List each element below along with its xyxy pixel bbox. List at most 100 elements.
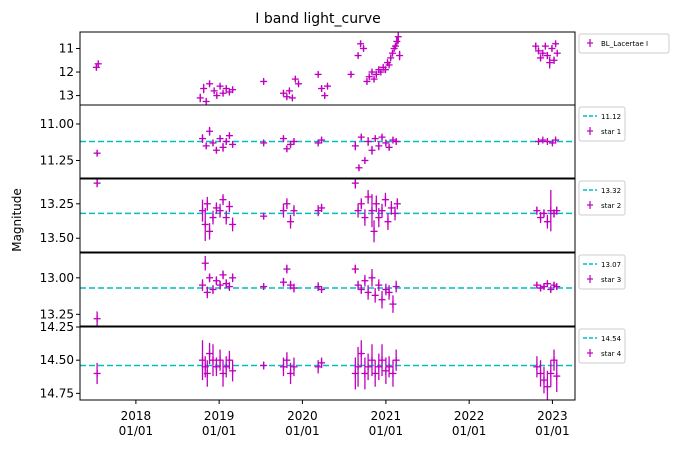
data-point — [357, 40, 365, 48]
data-point — [291, 75, 299, 83]
legend-series-label: star 4 — [601, 350, 622, 358]
data-point — [381, 66, 389, 74]
data-point — [546, 56, 554, 69]
data-point — [364, 285, 372, 300]
x-tick-label-date: 01/01 — [535, 424, 570, 438]
data-point — [385, 356, 393, 378]
data-point — [206, 80, 214, 88]
x-tick-label-year: 2019 — [204, 409, 235, 423]
legend-3: 13.07 star 3 — [578, 254, 626, 290]
legend-2: 13.32 star 2 — [578, 180, 626, 216]
data-point — [279, 277, 287, 287]
data-point — [370, 220, 378, 243]
data-point — [535, 47, 543, 55]
data-point — [382, 357, 390, 385]
points-3 — [93, 255, 561, 326]
y-tick-label: 13.25 — [40, 197, 74, 211]
panel-frame-0 — [79, 31, 576, 106]
legend-ref-label: 14.54 — [601, 335, 622, 343]
data-point — [378, 344, 386, 377]
data-point — [219, 194, 227, 206]
data-point — [391, 42, 399, 50]
data-point — [370, 75, 378, 83]
data-point — [229, 360, 237, 382]
x-tick-label-date: 01/01 — [452, 424, 487, 438]
data-point — [532, 42, 540, 50]
data-point — [392, 138, 400, 145]
data-point — [288, 94, 296, 102]
data-point — [216, 280, 224, 290]
data-point — [539, 49, 547, 57]
panel-frame-4 — [79, 326, 576, 401]
points-0 — [92, 32, 561, 105]
data-point — [371, 360, 379, 387]
data-point — [93, 149, 101, 157]
data-point — [354, 203, 362, 218]
data-point — [392, 349, 400, 371]
data-point — [198, 134, 206, 143]
legend-series-label: star 3 — [601, 276, 621, 284]
legend-series-label: BL_Lacertae I — [601, 40, 648, 48]
data-point — [212, 202, 220, 214]
data-point — [212, 276, 220, 286]
data-point — [394, 32, 402, 44]
data-point — [201, 255, 209, 271]
data-point — [203, 360, 211, 387]
data-point — [260, 283, 268, 291]
data-point — [202, 97, 210, 105]
points-4 — [93, 340, 561, 400]
data-point — [206, 223, 214, 240]
data-point — [351, 264, 359, 274]
data-point — [382, 139, 390, 147]
data-point — [209, 344, 217, 377]
panel-4: 14.25 14.50 14.75 14.54 star 4 — [40, 320, 626, 401]
data-point — [539, 136, 547, 144]
data-point — [393, 36, 401, 47]
data-point — [537, 54, 545, 62]
data-point — [553, 49, 561, 57]
data-point — [347, 70, 355, 78]
data-point — [222, 356, 230, 378]
data-point — [200, 83, 208, 94]
data-point — [290, 138, 298, 145]
data-point — [206, 273, 214, 283]
data-point — [365, 73, 373, 81]
legend-series-label: star 1 — [601, 128, 621, 136]
points-2 — [93, 179, 561, 243]
legend-4: 14.54 star 4 — [578, 328, 626, 364]
panel-frame-3 — [79, 252, 576, 327]
data-point — [368, 68, 376, 76]
data-point — [377, 68, 385, 76]
data-point — [351, 141, 359, 151]
data-point — [314, 360, 322, 374]
data-point — [324, 82, 331, 90]
x-axis: 201801/01201901/01202001/01202101/012022… — [119, 400, 570, 438]
data-point — [279, 203, 287, 218]
data-point — [553, 360, 561, 393]
data-point — [229, 86, 237, 94]
data-point — [550, 56, 558, 64]
data-point — [543, 52, 551, 60]
data-point — [209, 139, 217, 147]
data-point — [543, 138, 551, 145]
data-point — [229, 140, 237, 148]
y-tick-label: 11.00 — [40, 117, 74, 131]
data-point — [219, 142, 227, 152]
data-point — [547, 286, 555, 293]
data-point — [225, 132, 233, 140]
data-point — [285, 87, 293, 95]
data-point — [541, 42, 549, 50]
y-tick-label: 14.75 — [40, 386, 74, 400]
data-point — [225, 201, 233, 213]
y-tick-label: 11 — [59, 41, 74, 55]
data-point — [553, 206, 561, 215]
x-tick-label-year: 2020 — [287, 409, 318, 423]
y-tick-label: 12 — [59, 65, 74, 79]
data-point — [222, 210, 230, 225]
data-point — [279, 135, 287, 143]
data-point — [535, 138, 543, 145]
data-point — [391, 206, 399, 221]
data-point — [318, 357, 326, 369]
data-point — [385, 61, 393, 69]
